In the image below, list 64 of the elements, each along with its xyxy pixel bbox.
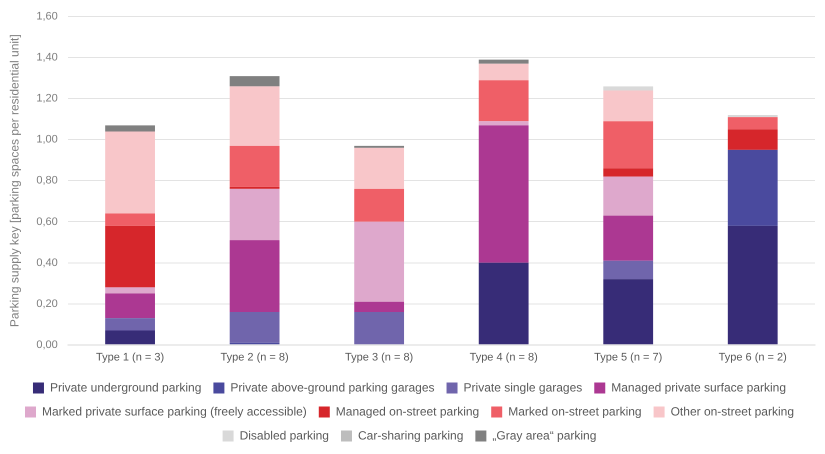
bar	[603, 86, 654, 90]
bar	[354, 222, 404, 302]
bar	[478, 64, 529, 80]
bar	[230, 86, 280, 146]
bar	[105, 318, 155, 330]
bar	[230, 188, 280, 240]
legend-label: Private above-ground parking garages	[230, 380, 435, 394]
y-tick-label: 1,00	[36, 134, 58, 146]
bar	[230, 240, 280, 312]
legend-label: Managed on-street parking	[336, 404, 480, 418]
bar	[603, 216, 654, 261]
bar	[478, 262, 529, 344]
y-tick-label: 1,20	[36, 92, 58, 105]
legend-label: Private underground parking	[50, 380, 202, 394]
bar	[603, 90, 654, 122]
y-tick-label: 0,40	[36, 256, 58, 269]
y-tick-label: 0,20	[36, 298, 58, 310]
y-tick-label: 0,00	[36, 338, 58, 351]
bar	[105, 214, 155, 226]
bar	[728, 129, 778, 150]
bar	[603, 176, 654, 216]
bar	[105, 131, 155, 214]
bar	[478, 125, 529, 263]
y-tick-label: 0,60	[36, 216, 58, 228]
bar	[105, 294, 155, 318]
bar	[354, 312, 404, 344]
legend-label: Marked on-street parking	[508, 404, 642, 418]
bar	[354, 302, 404, 312]
bar	[105, 287, 155, 294]
bar	[230, 312, 280, 343]
bar	[728, 117, 778, 130]
legend-label: Disabled parking	[240, 428, 329, 442]
legend-label: Private single garages	[464, 380, 582, 394]
bar	[478, 60, 529, 64]
legend-label: Other on-street parking	[670, 404, 794, 418]
bar	[728, 150, 778, 226]
y-tick-label: 1,60	[36, 10, 58, 23]
legend-label: Managed private surface parking	[611, 380, 786, 394]
bar	[354, 188, 404, 222]
bar	[230, 76, 280, 86]
x-tick-label: Type 2 (n = 8)	[220, 351, 289, 364]
y-axis-title: Parking supply key [parking spaces per residential unit]	[8, 34, 22, 328]
legend-label: Marked private surface parking (freely accessible)	[42, 404, 307, 418]
bar	[728, 226, 778, 344]
x-tick-label: Type 6 (n = 2)	[718, 351, 787, 364]
bar	[105, 330, 155, 344]
bar	[603, 121, 654, 168]
x-tick-label: Type 1 (n = 3)	[96, 351, 164, 364]
bar	[478, 121, 529, 126]
legend-label: Car-sharing parking	[358, 428, 464, 442]
bar	[478, 80, 529, 122]
legend-label: „Gray area“ parking	[492, 428, 596, 442]
bar	[603, 279, 654, 344]
bar	[603, 260, 654, 280]
y-tick-label: 1,40	[36, 52, 58, 64]
x-tick-label: Type 3 (n = 8)	[345, 351, 414, 364]
y-tick-label: 0,80	[36, 174, 58, 187]
bar	[230, 146, 280, 187]
bar	[105, 125, 155, 132]
bar	[354, 148, 404, 189]
bar	[603, 168, 654, 177]
x-tick-label: Type 4 (n = 8)	[470, 351, 538, 364]
bar	[105, 226, 155, 288]
x-tick-label: Type 5 (n = 7)	[594, 351, 662, 364]
